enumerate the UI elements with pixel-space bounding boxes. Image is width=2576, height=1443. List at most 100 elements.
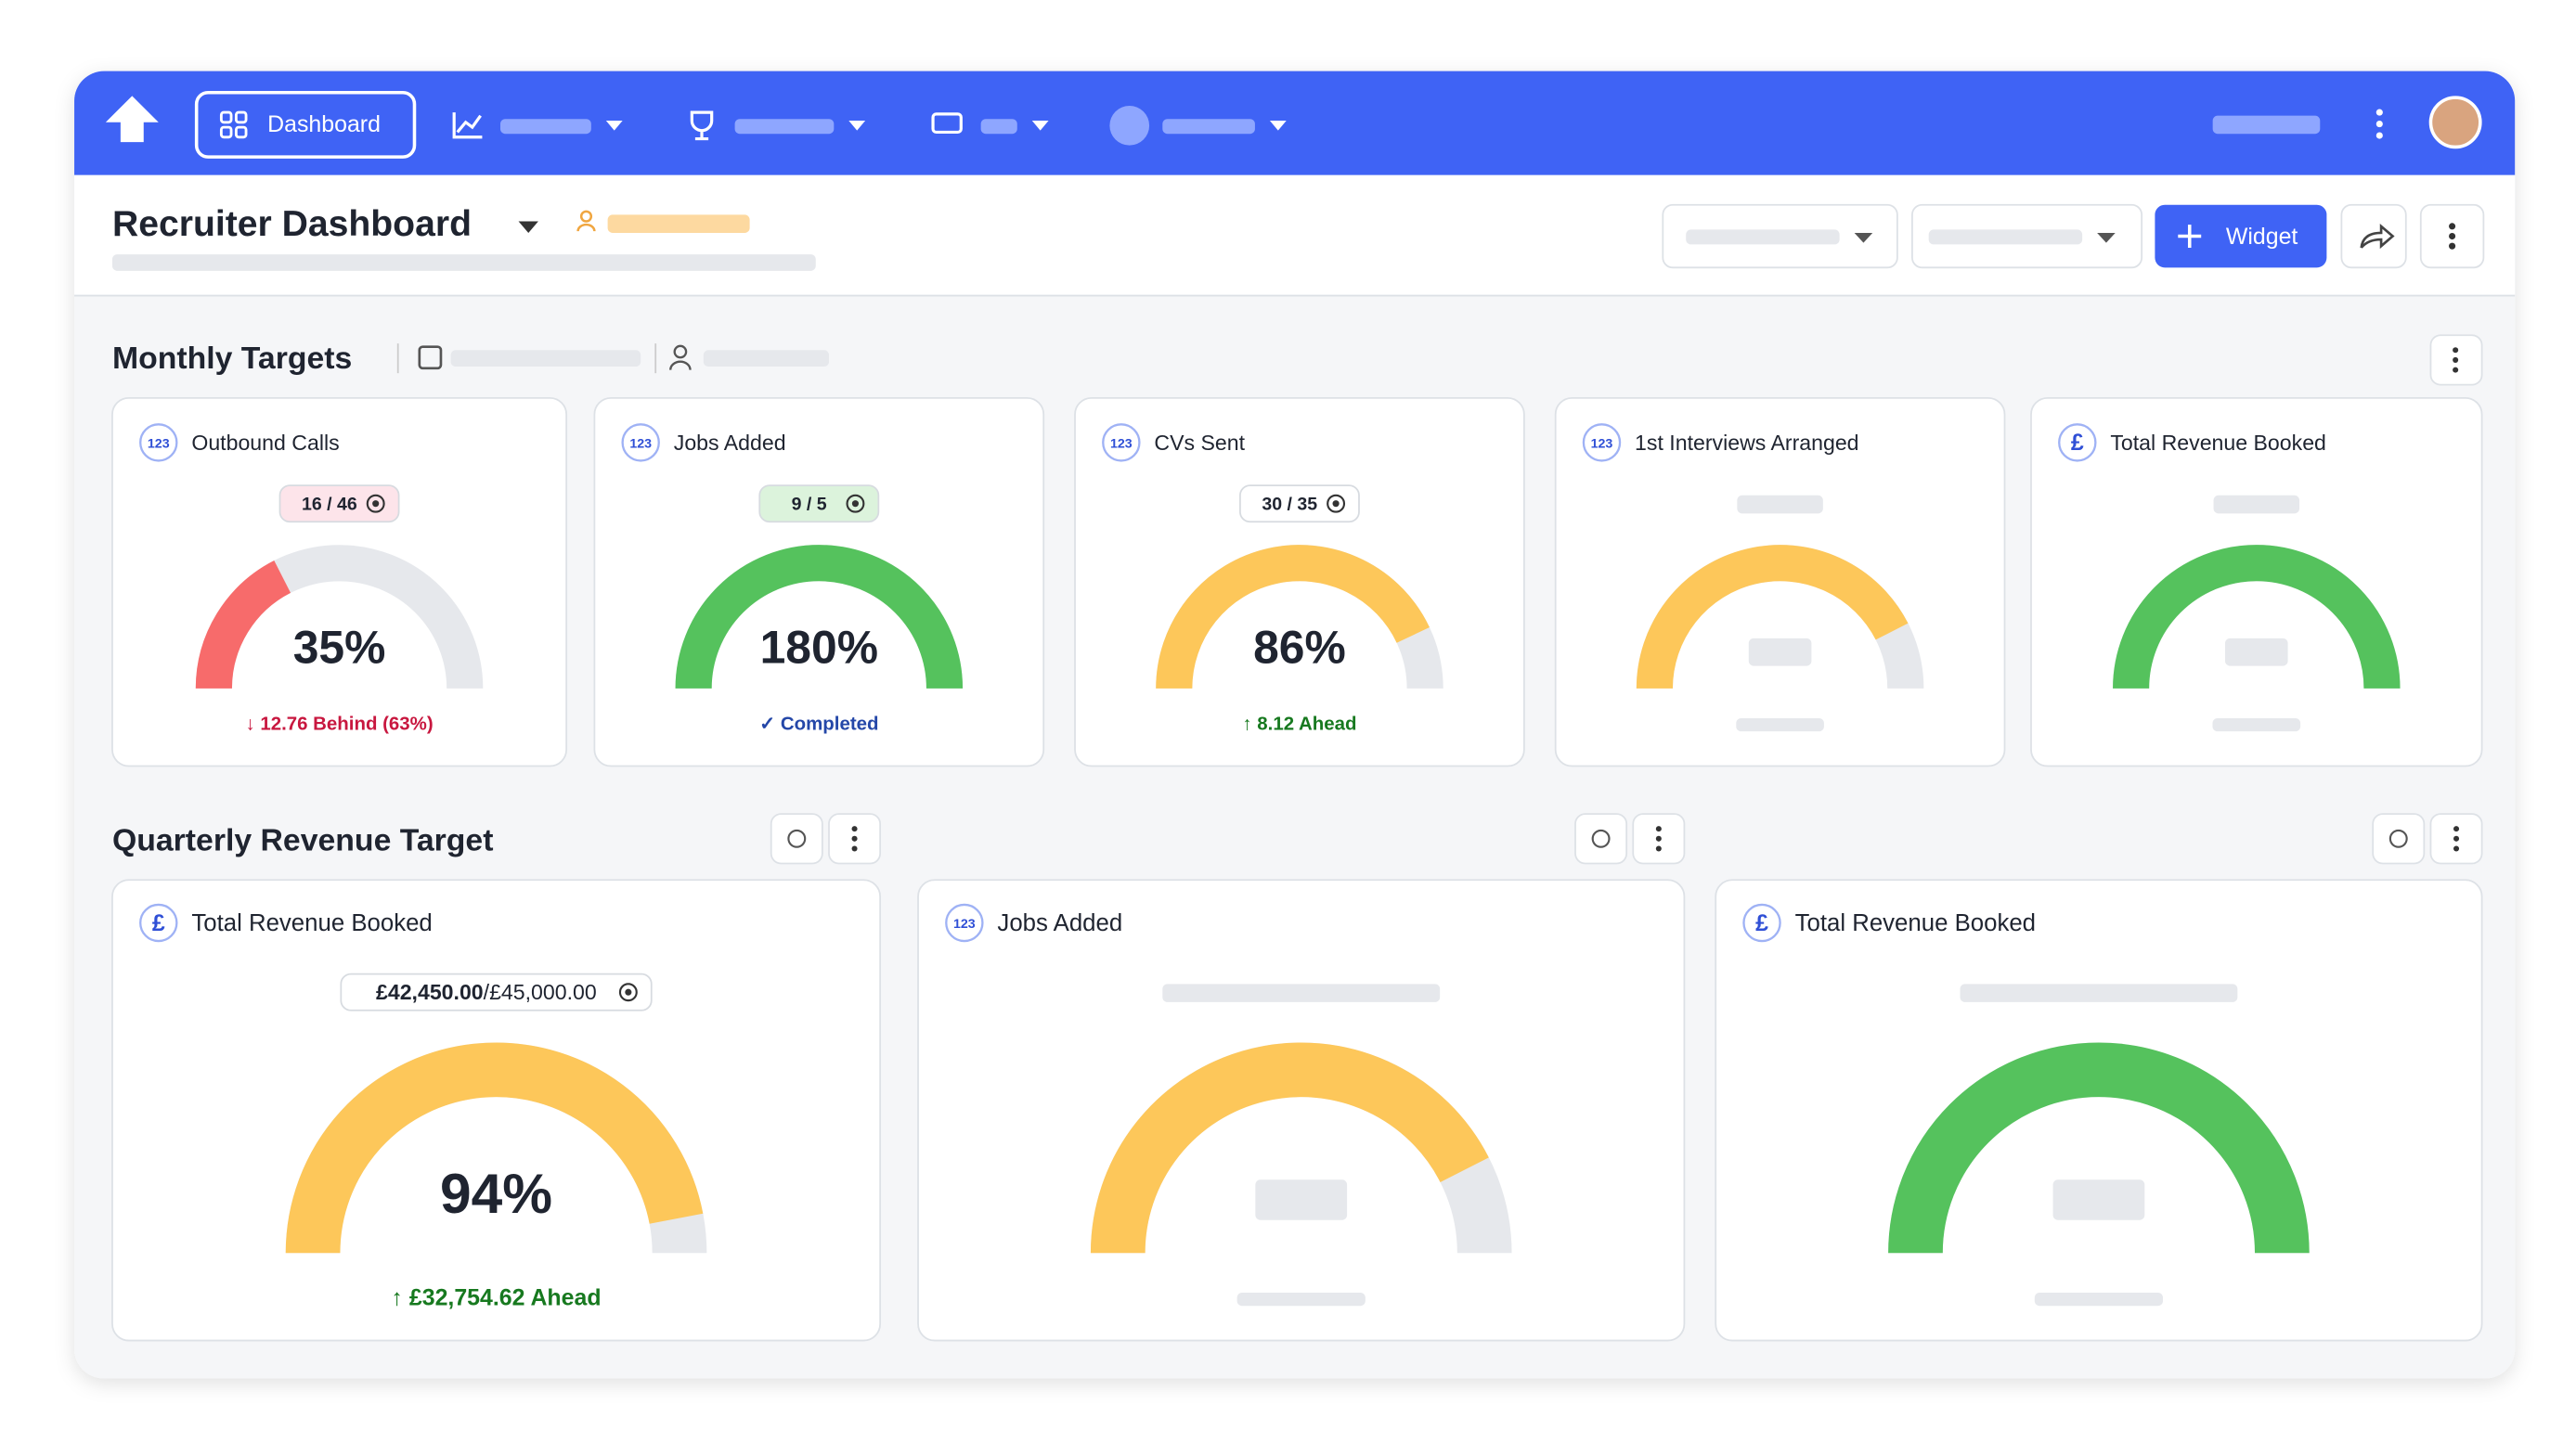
top-bar [74,71,2516,175]
widget-icon-text: 123 [148,436,170,451]
pill-value: 30 / 35 [1262,495,1317,515]
target-icon [366,494,385,513]
page-title: Recruiter Dashboard [112,204,472,244]
section-title: Monthly Targets [112,341,352,376]
avatar[interactable] [2428,96,2482,149]
target-icon [846,494,865,513]
target-icon [618,983,638,1002]
logo[interactable] [105,96,159,143]
nav-placeholders[interactable] [452,105,2321,146]
target-pill-text: 30 / 35 [1262,495,1317,515]
gauge-fill [195,560,291,689]
widget-icon-text: £ [1755,910,1768,936]
gauge-fill [285,1042,704,1254]
dashboard-button[interactable] [194,90,417,159]
more-icon [2453,347,2459,373]
widget-title: Total Revenue Booked [2110,431,2326,455]
status-text: ↑ £32,754.62 Ahead [392,1285,602,1311]
share-icon [2360,223,2395,250]
widget-icon [945,903,984,943]
target-pill-text: £42,450.00/£45,000.00 [376,980,597,1004]
widget-card [111,879,882,1342]
info-button[interactable] [770,813,823,865]
widget-label[interactable]: Widget [2226,224,2298,250]
target-icon [1332,500,1340,508]
skeleton [2224,638,2288,666]
target-pill [278,484,400,523]
skeleton [1736,717,1824,732]
widget-icon-text: 123 [953,917,976,932]
widget-icon [1102,423,1141,462]
gauge-label: 180% [760,622,878,674]
nav-more[interactable] [2375,109,2383,139]
widget-card [917,879,1686,1342]
target-icon [372,500,380,508]
widget-card [1715,879,2483,1342]
status-text: ✓ Completed [759,713,878,734]
widget-icon-text: 123 [1110,436,1133,451]
more-icon [2449,223,2456,250]
target-pill [758,484,880,523]
gauge-label: 86% [1253,622,1346,674]
target-icon [1327,494,1346,513]
title-caret[interactable] [518,221,538,233]
widget-button[interactable] [2155,204,2327,268]
widget-icon [139,423,178,462]
skeleton [1960,984,2238,1002]
widget-icon [1742,903,1781,943]
widget-title: Jobs Added [997,910,1122,936]
info-icon [2388,829,2408,848]
widget-icon-text: £ [152,910,165,936]
info-icon [787,829,807,848]
more-icon [851,845,858,852]
skeleton-gauge [1636,545,1909,689]
owner-icon [576,223,596,232]
more-icon [851,826,858,832]
skeleton [2212,717,2301,732]
skeleton [1748,638,1812,666]
gauge-fill [1156,545,1430,689]
widget-icon-text: £ [2071,430,2084,456]
widget-icon [2058,423,2097,462]
owner-icon [579,210,593,223]
info-button[interactable] [2372,813,2426,865]
widget-title: Outbound Calls [191,431,339,455]
widget-icon [1582,423,1622,462]
skeleton [2034,1292,2164,1307]
info-button[interactable] [1574,813,1628,865]
more-icon [2453,826,2460,832]
nav-dashboard[interactable]: Dashboard [267,111,381,137]
target-icon [625,988,632,996]
section-filters [396,343,829,374]
subtitle-placeholder [111,254,816,271]
widget-icon [139,903,178,943]
info-icon [1591,829,1611,848]
skeleton-gauge [1888,1042,2310,1254]
target-pill [340,973,653,1011]
skeleton [1236,1292,1366,1307]
widget-icon-text: 123 [1591,436,1613,451]
filter-dropdowns[interactable] [1662,203,2143,269]
pill-value: 9 / 5 [792,495,827,515]
pill-value: 16 / 46 [302,495,357,515]
widget-title: CVs Sent [1154,431,1245,455]
target-pill-text: 16 / 46 [302,495,357,515]
widget-card [593,396,1045,767]
status-text: ↓ 12.76 Behind (63%) [245,713,433,734]
more-icon [2453,845,2460,852]
more-icon [1655,835,1662,842]
widget-icon [621,423,660,462]
widget-card [1074,396,1525,767]
skeleton [2213,495,2300,514]
target-pill [1239,484,1360,523]
share-button[interactable] [2340,203,2407,269]
skeleton [2052,1179,2145,1220]
skeleton [1737,495,1823,514]
widget-title: Total Revenue Booked [1795,910,2036,936]
more-icon [1655,845,1662,852]
widget-icon-text: 123 [629,436,652,451]
skeleton [1162,984,1441,1002]
gauge-label: 94% [440,1162,552,1225]
widget-title: 1st Interviews Arranged [1635,431,1859,455]
